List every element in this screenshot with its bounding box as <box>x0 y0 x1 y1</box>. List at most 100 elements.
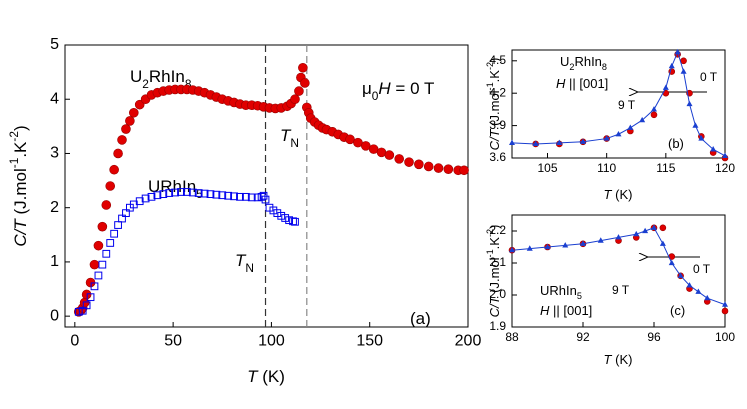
text-part: T <box>604 187 613 202</box>
point <box>532 140 539 147</box>
point <box>97 221 108 232</box>
point <box>668 62 675 69</box>
point <box>236 192 244 201</box>
point <box>177 188 185 196</box>
point <box>603 135 610 141</box>
point <box>290 94 300 105</box>
text-part: 5 <box>577 291 582 301</box>
text-part: C/T <box>11 218 30 247</box>
text-part: (b) <box>668 136 684 151</box>
text-part: ) <box>487 58 502 62</box>
point <box>165 189 174 197</box>
point <box>200 189 209 198</box>
text-part: URhIn <box>540 283 577 298</box>
point <box>171 188 179 197</box>
point <box>218 191 227 200</box>
point <box>692 122 699 128</box>
point <box>89 259 100 270</box>
text-part: .K <box>11 141 30 158</box>
text-part: -1 <box>485 249 495 257</box>
text-part: || [001] <box>549 303 592 318</box>
x-tick-label: 0 <box>70 333 79 350</box>
point <box>677 272 684 278</box>
annotation: U2RhIn8 <box>130 67 192 91</box>
point <box>147 192 156 201</box>
point <box>704 294 711 301</box>
point <box>135 197 144 206</box>
x-tick-label: 50 <box>164 333 182 350</box>
point <box>129 107 139 118</box>
point <box>122 209 130 217</box>
point <box>433 163 444 173</box>
x-tick-label: 105 <box>537 161 557 175</box>
point <box>94 271 103 280</box>
y-tick-label: 3 <box>50 145 59 162</box>
point <box>394 154 404 164</box>
point <box>117 135 127 145</box>
text-part: C/T <box>487 295 502 317</box>
x-tick-label: 200 <box>455 333 482 350</box>
y-axis-label: C/T (J.mol-1.K-2) <box>485 225 502 318</box>
annotation: URhIn5 <box>540 283 582 301</box>
point <box>109 164 119 175</box>
text-part: H <box>556 76 566 91</box>
point <box>384 150 395 160</box>
text-part: (K) <box>258 367 285 386</box>
point <box>722 301 728 307</box>
point <box>261 195 270 204</box>
y-tick-label: 3.9 <box>489 118 506 132</box>
text-part: U <box>130 67 142 86</box>
point <box>291 217 299 226</box>
y-axis-label: C/T (J.mol-1.K-2) <box>485 58 502 151</box>
x-tick-label: 110 <box>597 161 616 175</box>
point <box>423 161 434 172</box>
text-part: H <box>540 303 550 318</box>
point <box>680 68 687 74</box>
point <box>509 246 515 253</box>
point <box>269 206 278 215</box>
y-tick-label: 1 <box>50 253 59 270</box>
point <box>141 194 150 203</box>
y-tick-label: 4.5 <box>489 53 506 67</box>
text-part: 2 <box>569 62 574 72</box>
point <box>285 216 293 225</box>
point <box>134 99 145 110</box>
point <box>633 230 640 237</box>
point <box>526 245 533 251</box>
text-part: N <box>290 136 299 150</box>
point <box>289 217 297 226</box>
point <box>106 239 115 247</box>
point <box>93 240 104 251</box>
point <box>686 282 693 288</box>
x-axis-label: T (K) <box>604 352 633 367</box>
annotation: (b) <box>668 136 684 151</box>
point <box>597 237 604 243</box>
text-part: = 0 T <box>391 79 435 98</box>
y-tick-label: 2.0 <box>489 287 506 301</box>
text-part: ) <box>487 225 502 229</box>
text-part: C/T <box>487 128 502 150</box>
point <box>639 116 646 123</box>
point <box>662 84 669 90</box>
point <box>230 192 238 201</box>
text-part: RhIn <box>149 67 185 86</box>
point <box>277 211 286 220</box>
plot-frame <box>511 49 726 159</box>
text-part: 8 <box>185 77 192 91</box>
y-tick-label: 3.6 <box>489 150 506 164</box>
series-label: 9 T <box>612 283 630 297</box>
point <box>78 306 87 315</box>
x-tick-label: 120 <box>715 161 735 175</box>
point <box>680 57 687 65</box>
text-part: -1 <box>485 82 495 90</box>
point <box>212 190 221 199</box>
point <box>668 259 675 266</box>
text-part: .K <box>487 237 502 250</box>
text-part: T <box>247 367 259 386</box>
point <box>114 221 122 229</box>
point <box>580 138 586 144</box>
series-line <box>511 50 726 157</box>
x-tick-label: 100 <box>258 333 285 350</box>
y-tick-label: 4 <box>50 90 59 107</box>
text-part: -1 <box>7 157 21 168</box>
